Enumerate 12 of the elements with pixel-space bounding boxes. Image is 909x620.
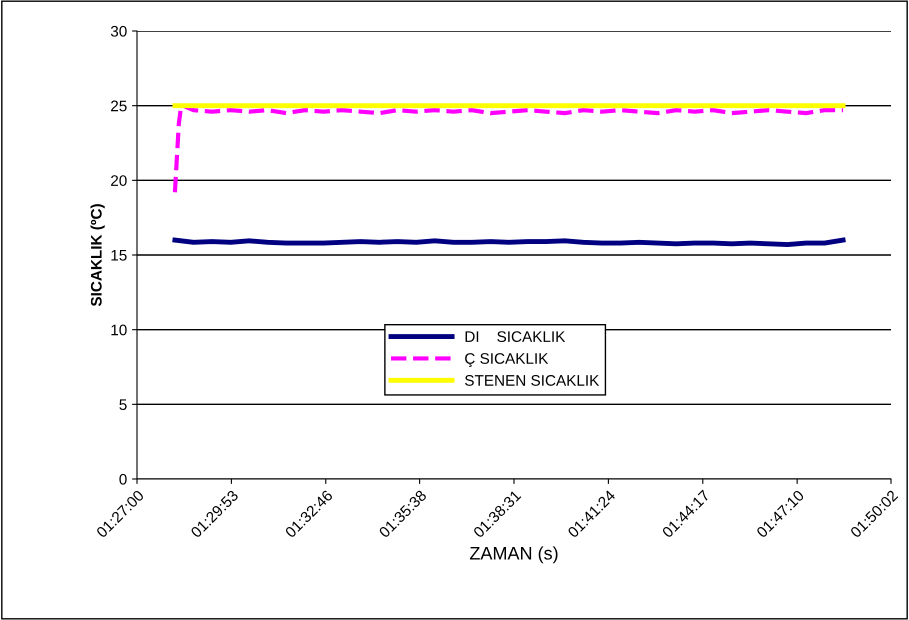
y-axis-title: SICAKLIK (ºC): [90, 204, 105, 306]
legend-label: Ç SICAKLIK: [465, 353, 548, 367]
y-tick-label: 15: [111, 250, 127, 261]
y-tick-label: 0: [119, 474, 127, 485]
y-tick-label: 25: [111, 100, 127, 112]
y-tick-label: 5: [119, 399, 127, 410]
y-tick-label: 30: [110, 26, 127, 37]
y-tick-label: 20: [111, 175, 127, 186]
y-tick-label: 10: [111, 324, 127, 336]
legend-label: DI SICAKLIK: [466, 331, 566, 342]
x-axis-title: ZAMAN (s): [470, 546, 558, 564]
legend-label: STENEN SICAKLIK: [465, 375, 600, 386]
